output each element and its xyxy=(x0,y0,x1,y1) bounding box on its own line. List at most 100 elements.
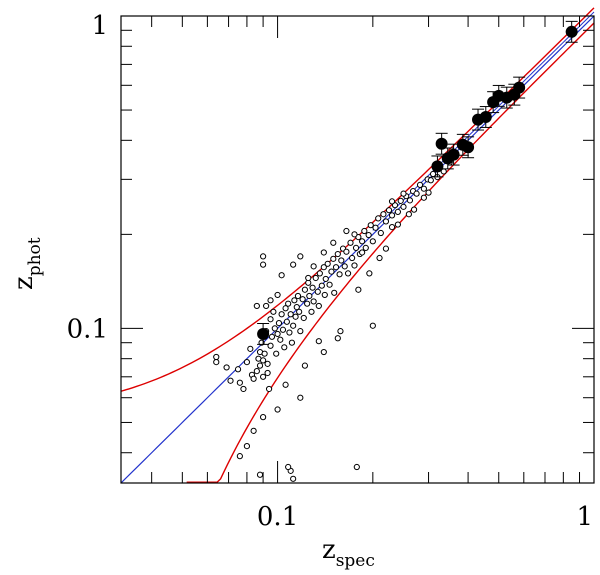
filled-data-point xyxy=(431,160,444,173)
open-data-point xyxy=(297,394,304,401)
open-data-point xyxy=(334,250,341,258)
lower-envelope-curve xyxy=(186,22,595,483)
y-axis-label: zphot xyxy=(9,237,45,290)
open-data-point xyxy=(328,268,335,275)
open-data-point xyxy=(416,181,424,188)
open-data-point xyxy=(385,207,393,214)
filled-data-point xyxy=(447,148,460,161)
open-data-point xyxy=(253,368,260,375)
open-data-point xyxy=(400,203,407,210)
open-data-point xyxy=(240,385,247,393)
open-data-point xyxy=(227,377,234,384)
open-data-point xyxy=(341,263,348,270)
open-data-point xyxy=(321,291,328,299)
open-data-point xyxy=(365,231,372,239)
open-data-point xyxy=(322,275,329,283)
open-data-point xyxy=(213,359,220,366)
open-data-point xyxy=(330,255,337,262)
filled-data-point xyxy=(513,81,526,94)
open-data-point xyxy=(274,291,281,299)
open-data-point xyxy=(278,311,285,318)
open-data-point xyxy=(359,238,366,245)
open-data-point xyxy=(250,427,257,434)
open-data-point xyxy=(377,229,384,237)
open-data-point xyxy=(343,227,350,235)
open-data-point xyxy=(256,471,264,478)
open-data-point xyxy=(270,308,277,315)
open-data-point xyxy=(299,296,306,303)
open-data-point xyxy=(279,326,287,333)
open-data-point xyxy=(375,215,382,222)
open-data-point xyxy=(274,406,281,413)
open-data-point xyxy=(362,244,369,252)
open-data-point xyxy=(290,322,297,329)
open-data-point xyxy=(292,313,299,320)
open-data-point xyxy=(352,244,360,252)
open-data-point xyxy=(297,253,304,260)
open-data-point xyxy=(283,318,290,325)
open-data-point xyxy=(256,362,264,369)
open-data-point xyxy=(290,475,297,482)
filled-data-point xyxy=(565,25,578,38)
open-data-point xyxy=(388,223,396,231)
open-data-point xyxy=(265,385,273,393)
open-data-point xyxy=(427,177,434,184)
axis-ticks xyxy=(121,15,595,483)
open-data-point xyxy=(353,463,360,471)
open-data-point xyxy=(336,271,343,278)
open-data-point xyxy=(260,357,267,364)
y-tick-label: 1 xyxy=(91,11,108,41)
x-tick-label: 0.1 xyxy=(257,502,298,532)
open-data-point xyxy=(316,270,323,277)
open-data-point xyxy=(355,286,362,293)
open-data-point xyxy=(310,263,317,270)
open-data-point xyxy=(305,274,312,282)
open-data-point xyxy=(282,381,289,388)
open-data-point xyxy=(267,297,274,304)
open-data-point xyxy=(290,261,297,268)
open-data-point xyxy=(310,298,317,305)
open-data-point xyxy=(213,353,220,361)
open-data-point xyxy=(291,297,298,304)
open-data-point xyxy=(359,249,366,256)
open-data-point xyxy=(367,222,374,229)
x-axis-label: zspec xyxy=(322,535,375,571)
open-data-point xyxy=(267,316,274,323)
open-data-point xyxy=(267,342,274,349)
open-data-point xyxy=(315,302,322,310)
open-data-point xyxy=(394,221,401,228)
open-data-point xyxy=(297,328,304,335)
open-data-point xyxy=(420,185,427,192)
open-data-point xyxy=(347,239,354,246)
open-data-point xyxy=(343,248,350,255)
open-data-point xyxy=(382,218,390,225)
open-data-point xyxy=(260,414,267,421)
open-points-series xyxy=(213,159,453,482)
open-data-point xyxy=(285,463,292,471)
open-data-point xyxy=(372,224,379,231)
open-data-point xyxy=(277,336,284,343)
open-data-point xyxy=(263,302,270,310)
open-data-point xyxy=(320,264,327,271)
open-data-point xyxy=(301,362,309,369)
plot-frame xyxy=(120,15,595,484)
open-data-point xyxy=(278,272,285,279)
open-data-point xyxy=(351,262,358,269)
open-data-point xyxy=(400,190,407,197)
filled-data-point xyxy=(257,327,270,340)
open-data-point xyxy=(301,286,309,293)
open-data-point xyxy=(334,335,341,342)
open-data-point xyxy=(293,304,300,311)
open-data-point xyxy=(294,292,302,300)
open-data-point xyxy=(223,364,230,371)
open-data-point xyxy=(420,194,427,201)
open-data-point xyxy=(260,261,267,268)
open-data-point xyxy=(332,264,340,271)
open-data-point xyxy=(394,208,401,216)
open-data-point xyxy=(264,360,271,367)
open-data-point xyxy=(331,289,338,296)
open-data-point xyxy=(388,198,396,205)
y-tick-label: 0.1 xyxy=(67,314,108,344)
x-axis-label-main: z xyxy=(322,535,336,565)
